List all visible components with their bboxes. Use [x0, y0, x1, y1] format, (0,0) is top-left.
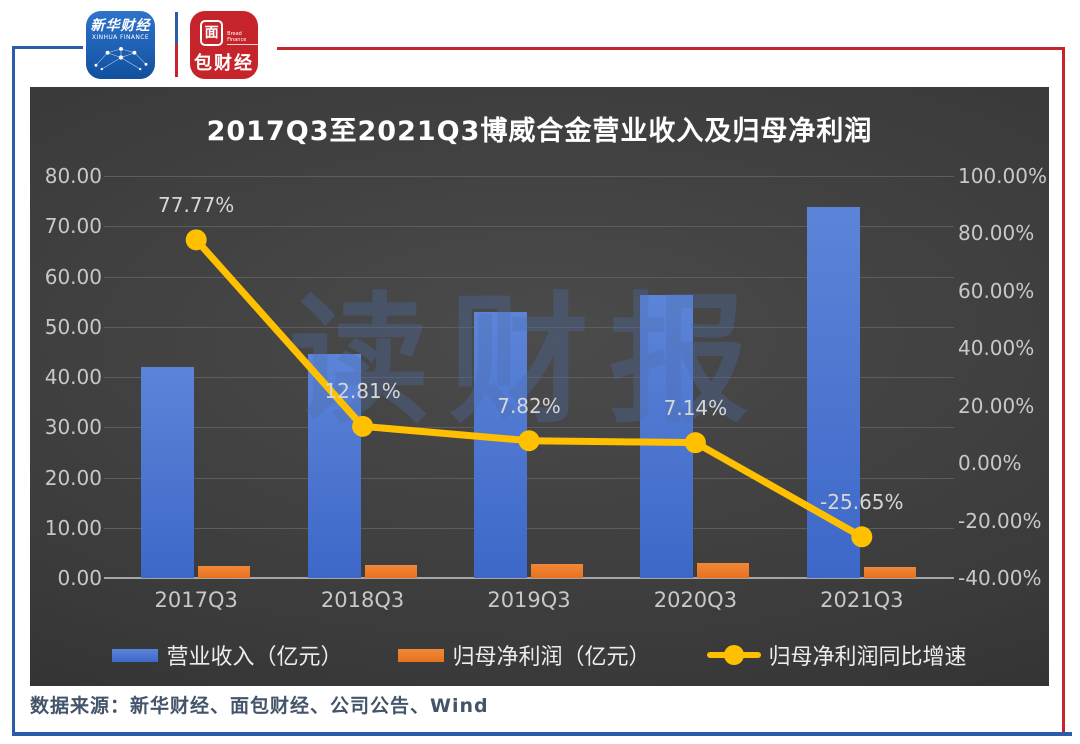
right-axis-tick-label: 60.00%: [958, 278, 1035, 303]
revenue-bar: [640, 295, 694, 578]
x-axis-label: 2019Q3: [487, 588, 571, 612]
left-axis-tick-label: 20.00: [44, 465, 102, 490]
right-axis-tick-label: 20.00%: [958, 393, 1035, 418]
chart-title: 2017Q3至2021Q3博威合金营业收入及归母净利润: [206, 116, 873, 147]
right-axis-tick-label: 40.00%: [958, 336, 1035, 361]
xinhua-logo-cn-text: 新华财经: [90, 18, 151, 34]
x-axis-label: 2018Q3: [320, 588, 405, 612]
legend-item-growth: 归母净利润同比增速: [706, 639, 967, 671]
profit-swatch-icon: [398, 648, 445, 662]
growth-line-marker: [185, 229, 207, 251]
growth-line: [185, 229, 873, 548]
right-axis-tick-label: -40.00%: [958, 566, 1042, 590]
x-axis-baseline: [104, 577, 954, 579]
legend: 营业收入（亿元） 归母净利润（亿元） 归母净利润同比增速: [30, 639, 1049, 671]
right-axis-tick-label: 0.00%: [958, 451, 1022, 476]
profit-bar: [697, 562, 750, 578]
growth-point-label: 7.14%: [663, 395, 728, 420]
xinhua-logo-en-text: XINHUA FINANCE: [91, 34, 150, 41]
profit-bar: [531, 563, 583, 578]
watermark-text: 读财报: [288, 280, 770, 443]
gridline: [104, 527, 954, 529]
growth-line-marker: [352, 415, 374, 437]
growth-point-label: 7.82%: [497, 393, 561, 418]
left-axis-tick-label: 50.00: [44, 314, 102, 339]
profit-bar: [364, 564, 417, 578]
revenue-swatch-icon: [112, 648, 159, 662]
left-axis-tick-label: 70.00: [44, 214, 102, 239]
left-axis-tick-label: 30.00: [44, 415, 102, 440]
profit-bar: [198, 566, 251, 578]
gridline: [104, 326, 954, 328]
bread-logo-cn-text: 包财经: [194, 53, 254, 74]
profit-bar: [863, 566, 916, 578]
growth-point-label: -25.65%: [820, 489, 904, 514]
right-axis-tick-label: -20.00%: [958, 508, 1042, 533]
left-axis-tick-label: 80.00: [44, 164, 102, 188]
xinhua-finance-logo: 新华财经 XINHUA FINANCE: [86, 11, 155, 79]
legend-label-profit: 归母净利润（亿元）: [452, 645, 651, 670]
x-axis-label: 2017Q3: [154, 588, 238, 612]
revenue-bar: [474, 312, 527, 578]
constellation-icon: [94, 46, 147, 70]
growth-line-marker: [851, 526, 873, 548]
logo-divider-red: [175, 44, 178, 77]
revenue-bar: [806, 206, 860, 578]
legend-label-revenue: 营业收入（亿元）: [166, 645, 343, 670]
legend-label-growth: 归母净利润同比增速: [768, 645, 967, 670]
logo-divider-blue: [175, 12, 178, 44]
plot-area: 读财报 0.00 10.00 20.00 30.00 40.00 50.00 60.00 70…: [45, 164, 1047, 612]
frame-bottom-line: [12, 732, 1072, 736]
gridline: [104, 276, 954, 278]
gridline: [104, 427, 954, 429]
growth-swatch-dot: [723, 645, 744, 665]
x-axis-label: 2021Q3: [820, 588, 904, 612]
gridline: [104, 176, 954, 177]
frame-top-left-line: [12, 46, 83, 49]
legend-item-profit: 归母净利润（亿元）: [398, 639, 651, 671]
right-axis-tick-label: 100.00%: [958, 164, 1047, 188]
frame-right-line: [1062, 47, 1065, 734]
frame-top-right-line: [277, 47, 1064, 50]
bread-logo-boxed-char: 面: [200, 20, 224, 46]
left-axis-tick-label: 0.00: [57, 566, 102, 590]
left-axis-tick-label: 10.00: [44, 515, 102, 540]
x-axis-label: 2020Q3: [653, 588, 738, 612]
frame-left-line: [12, 46, 15, 735]
gridline: [104, 226, 954, 228]
gridline: [104, 477, 954, 479]
left-axis-tick-label: 60.00: [44, 264, 102, 289]
legend-item-revenue: 营业收入（亿元）: [112, 639, 342, 671]
bread-finance-logo: 面 Bread Finance 包财经: [190, 11, 258, 79]
growth-point-label: 77.77%: [158, 192, 235, 217]
left-axis-tick-label: 40.00: [44, 365, 102, 389]
revenue-bar: [141, 366, 195, 578]
growth-point-label: 12.81%: [324, 379, 401, 404]
growth-line-marker: [518, 430, 540, 452]
right-axis-tick-label: 80.00%: [958, 221, 1035, 246]
gridline: [104, 377, 954, 378]
growth-line-swatch-icon: [706, 645, 761, 665]
data-source-note: 数据来源：新华财经、面包财经、公司公告、Wind: [30, 695, 489, 717]
chart-panel: 2017Q3至2021Q3博威合金营业收入及归母净利润 读财报 0.00 10.0…: [30, 87, 1049, 686]
bread-logo-en-text: Bread Finance: [227, 31, 258, 45]
growth-line-marker: [684, 432, 706, 454]
